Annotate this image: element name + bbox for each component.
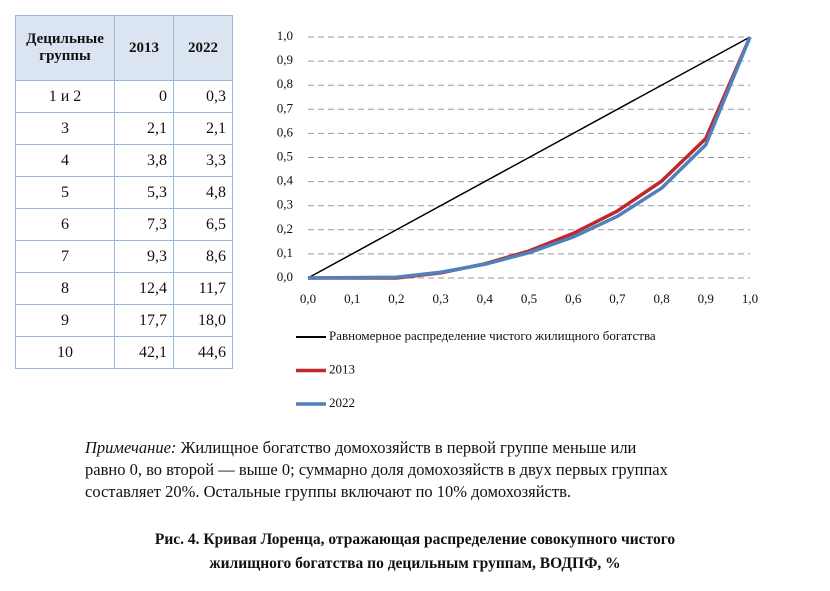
y-tick-label: 0,3 xyxy=(277,197,293,212)
x-tick-label: 0,3 xyxy=(432,291,448,306)
table-cell: 18,0 xyxy=(173,304,233,337)
x-tick-label: 0,7 xyxy=(609,291,626,306)
series-line xyxy=(307,36,752,280)
table-row: 10 42,1 44,6 xyxy=(15,336,233,369)
table-cell: 1 и 2 xyxy=(15,80,115,113)
table-cell: 44,6 xyxy=(173,336,233,369)
table-cell: 4 xyxy=(15,144,115,177)
x-tick-label: 0,9 xyxy=(698,291,714,306)
caption: Рис. 4. Кривая Лоренца, отражающая распр… xyxy=(0,528,830,576)
x-tick-label: 0,5 xyxy=(521,291,537,306)
header-cell: 2022 xyxy=(173,15,233,81)
note: Примечание: Жилищное богатство домохозяй… xyxy=(85,437,668,503)
header-cell: 2013 xyxy=(114,15,174,81)
table-cell: 3,8 xyxy=(114,144,174,177)
legend-label: 2022 xyxy=(329,395,355,410)
header-cell: Децильные группы xyxy=(15,15,115,81)
y-tick-label: 0,9 xyxy=(277,52,293,67)
caption-line: жилищного богатства по децильным группам… xyxy=(209,555,621,572)
note-line: Примечание: Жилищное богатство домохозяй… xyxy=(85,437,668,459)
y-tick-label: 0,1 xyxy=(277,245,293,260)
x-tick-label: 0,0 xyxy=(300,291,316,306)
y-tick-label: 0,2 xyxy=(277,221,293,236)
header-row: Децильные группы 2013 2022 xyxy=(15,15,233,81)
table-cell: 11,7 xyxy=(173,272,233,305)
x-tick-label: 0,1 xyxy=(344,291,360,306)
note-label: Примечание: xyxy=(85,438,177,457)
table-cell: 6,5 xyxy=(173,208,233,241)
data-table: Децильные группы 2013 2022 1 и 2 0 0,3 3 2,1 2,1… xyxy=(15,15,233,369)
table-row: 3 2,1 2,1 xyxy=(15,112,233,145)
y-tick-label: 0,0 xyxy=(277,269,293,284)
table-cell: 42,1 xyxy=(114,336,174,369)
y-tick-label: 1,0 xyxy=(277,28,293,43)
table-cell: 3,3 xyxy=(173,144,233,177)
x-tick-label: 0,6 xyxy=(565,291,582,306)
table-row: 4 3,8 3,3 xyxy=(15,144,233,177)
table-cell: 4,8 xyxy=(173,176,233,209)
y-tick-label: 0,7 xyxy=(277,100,294,115)
table-row: 6 7,3 6,5 xyxy=(15,208,233,241)
y-tick-label: 0,5 xyxy=(277,148,293,163)
table-cell: 5 xyxy=(15,176,115,209)
table-cell: 17,7 xyxy=(114,304,174,337)
table-row: 8 12,4 11,7 xyxy=(15,272,233,305)
legend-label: Равномерное распределение чистого жилищн… xyxy=(329,328,656,343)
x-tick-label: 0,4 xyxy=(477,291,494,306)
table-cell: 2,1 xyxy=(173,112,233,145)
table-cell: 9,3 xyxy=(114,240,174,273)
table-cell: 0,3 xyxy=(173,80,233,113)
legend-label: 2013 xyxy=(329,361,355,376)
caption-line: Рис. 4. Кривая Лоренца, отражающая распр… xyxy=(154,531,676,548)
x-tick-label: 0,2 xyxy=(388,291,404,306)
table-cell: 10 xyxy=(15,336,115,369)
y-tick-label: 0,8 xyxy=(277,76,293,91)
x-tick-label: 0,8 xyxy=(653,291,669,306)
table-cell: 0 xyxy=(114,80,174,113)
series-line xyxy=(307,36,751,279)
x-tick-label: 1,0 xyxy=(742,291,758,306)
note-line: равно 0, во второй — выше 0; суммарно до… xyxy=(85,460,668,479)
note-line: составляет 20%. Остальные группы включаю… xyxy=(85,482,572,501)
table-cell: 7 xyxy=(15,240,115,273)
note-text: Жилищное богатство домохозяйств в первой… xyxy=(176,438,637,457)
y-tick-label: 0,6 xyxy=(277,124,294,139)
y-tick-label: 0,4 xyxy=(277,173,294,188)
table-row: 1 и 2 0 0,3 xyxy=(15,80,233,113)
table-row: 9 17,7 18,0 xyxy=(15,304,233,337)
chart: 0,0 0,1 0,2 0,3 0,4 0,5 0,6 0,7 0,8 0,9 1,0 0,0 0,1 0… xyxy=(277,28,758,410)
